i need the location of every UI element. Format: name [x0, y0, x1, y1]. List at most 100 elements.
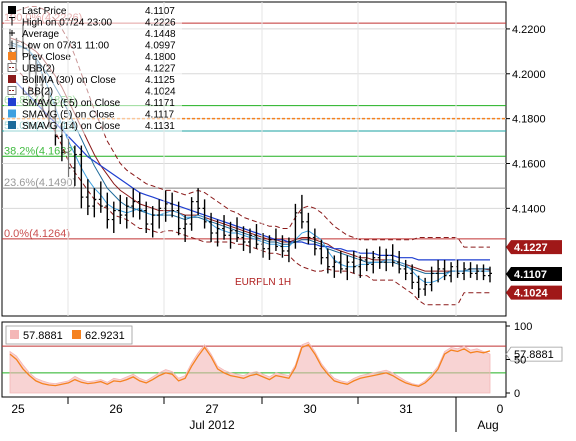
sub-y-tick-label: 100: [514, 321, 532, 333]
legend-value: 4.1131: [145, 121, 175, 132]
legend-marker-square: [8, 6, 16, 14]
y-tick-label: 4.1400: [512, 203, 546, 215]
oscillator-legend-swatch: [72, 330, 81, 339]
oscillator-legend-value: 62.9231: [85, 330, 125, 342]
price-bar: [157, 199, 162, 229]
y-tick-label: 4.2200: [512, 24, 546, 36]
x-tick-label: 25: [11, 402, 25, 416]
sub-y-tick-label: 50: [514, 355, 526, 367]
price-bar: [144, 201, 149, 234]
price-bar: [468, 262, 473, 278]
fib-level-label: 23.6%(4.1490): [4, 177, 76, 189]
legend-label: UBB(2): [22, 64, 55, 75]
price-bar: [364, 248, 369, 272]
price-bar: [338, 250, 343, 274]
legend-value: 4.1024: [145, 87, 176, 98]
price-bar: [235, 217, 240, 242]
legend-label: BollMA (30) on Close: [22, 75, 116, 86]
legend-marker-swatch: [8, 75, 16, 83]
oscillator-legend-swatch: [10, 330, 19, 339]
legend-label: SMAVG (14) on Close: [22, 121, 121, 132]
legend-marker-swatch: [8, 109, 16, 118]
price-bar: [416, 275, 421, 299]
legend-item: Prev Close 4.1800: [8, 52, 176, 63]
legend-value: 4.1117: [145, 110, 175, 121]
price-tag-label: 4.1024: [514, 288, 549, 300]
price-bar: [442, 259, 447, 281]
price-bar: [488, 266, 492, 283]
legend-marker-swatch: [8, 98, 16, 106]
price-tag-box: [506, 240, 562, 255]
legend-value: 4.1448: [145, 29, 176, 40]
price-bar: [293, 203, 298, 249]
legend-value: 4.1227: [145, 64, 176, 75]
price-bar: [92, 188, 97, 218]
price-bar: [377, 246, 382, 269]
price-bar: [176, 201, 181, 236]
price-bar: [72, 145, 77, 186]
price-tag-label: 4.1227: [514, 242, 548, 254]
y-tick-label: 4.2000: [512, 69, 546, 81]
price-bar: [137, 192, 142, 220]
price-bar: [222, 215, 227, 240]
x-tick-label: 31: [399, 402, 413, 416]
legend-value: 4.0997: [145, 41, 176, 52]
price-bar: [170, 192, 175, 218]
legend-item: Low on 07/31 11:00 4.0997: [9, 40, 176, 52]
price-bar: [196, 188, 201, 216]
price-bar: [228, 221, 233, 249]
price-tag-box: [506, 285, 562, 300]
price-bar: [267, 235, 272, 260]
legend-label: Average: [22, 29, 60, 40]
legend-label: SMAVG (5) on Close: [22, 110, 115, 121]
price-bar: [254, 224, 259, 249]
x-tick-label: 0: [497, 402, 504, 416]
fib-level-label: 0.0%(4.1264): [4, 228, 70, 240]
oscillator-legend: 57.8881 62.9231: [5, 325, 133, 345]
price-bar: [189, 197, 194, 231]
fib-level-label: 38.2%(4.1632): [4, 145, 76, 157]
price-bar: [248, 228, 252, 254]
price-bar: [118, 194, 123, 225]
oscillator-tag-box: [505, 346, 563, 362]
price-bar: [390, 244, 395, 267]
oscillator-tag: 57.8881: [505, 346, 563, 362]
oscillator-line: [9, 344, 491, 387]
oscillator-area: [9, 341, 491, 394]
price-bar: [85, 179, 90, 216]
legend-item: SMAVG (14) on Close 4.1131: [8, 121, 175, 132]
price-bar: [209, 212, 214, 242]
price-bar: [371, 250, 376, 274]
price-tag: 4.1024: [506, 285, 562, 300]
price-bar: [429, 266, 434, 292]
legend-item: High on 07/24 23:00 4.2226: [9, 17, 176, 29]
price-bar: [462, 262, 467, 281]
legend-background: [4, 4, 182, 135]
legend-marker-swatch: [8, 121, 16, 129]
legend-marker-swatch: [8, 52, 16, 60]
legend-item: SMAVG (5) on Close 4.1117: [8, 109, 175, 121]
legend-label: Low on 07/31 11:00: [22, 41, 110, 52]
price-bar: [384, 248, 389, 272]
price-bar: [319, 239, 324, 265]
sub-y-tick-label: 0: [514, 388, 520, 400]
price-bar: [183, 215, 188, 242]
price-bar: [273, 228, 278, 251]
oscillator-legend-value: 57.8881: [23, 330, 63, 342]
x-tick-label: 30: [303, 402, 317, 416]
x-month-label: Aug: [477, 418, 498, 432]
x-month-label: Jul 2012: [189, 418, 235, 432]
price-bar: [449, 262, 454, 283]
price-bar: [105, 192, 110, 229]
chart-annotation: EURPLN 1H: [235, 277, 291, 288]
legend-label: LBB(2): [22, 87, 53, 98]
legend-item: SMAVG (55) on Close 4.1171: [8, 98, 175, 109]
legend-label: Prev Close: [22, 52, 71, 63]
price-bar: [202, 199, 207, 229]
price-legend: Last Price 4.1107 High on 07/24 23:00 4.222…: [4, 4, 182, 135]
price-bar: [423, 277, 428, 296]
price-bar: [150, 206, 155, 238]
price-bar: [410, 264, 415, 290]
price-bar: [215, 219, 220, 247]
